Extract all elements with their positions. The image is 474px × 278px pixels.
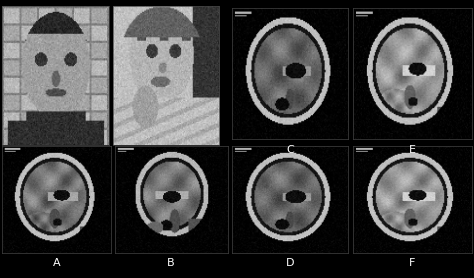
Text: B: B	[167, 258, 175, 268]
Text: A: A	[53, 258, 61, 268]
Text: F: F	[409, 258, 416, 268]
Text: E: E	[409, 145, 416, 155]
Text: D: D	[286, 258, 294, 268]
Text: C: C	[286, 145, 294, 155]
